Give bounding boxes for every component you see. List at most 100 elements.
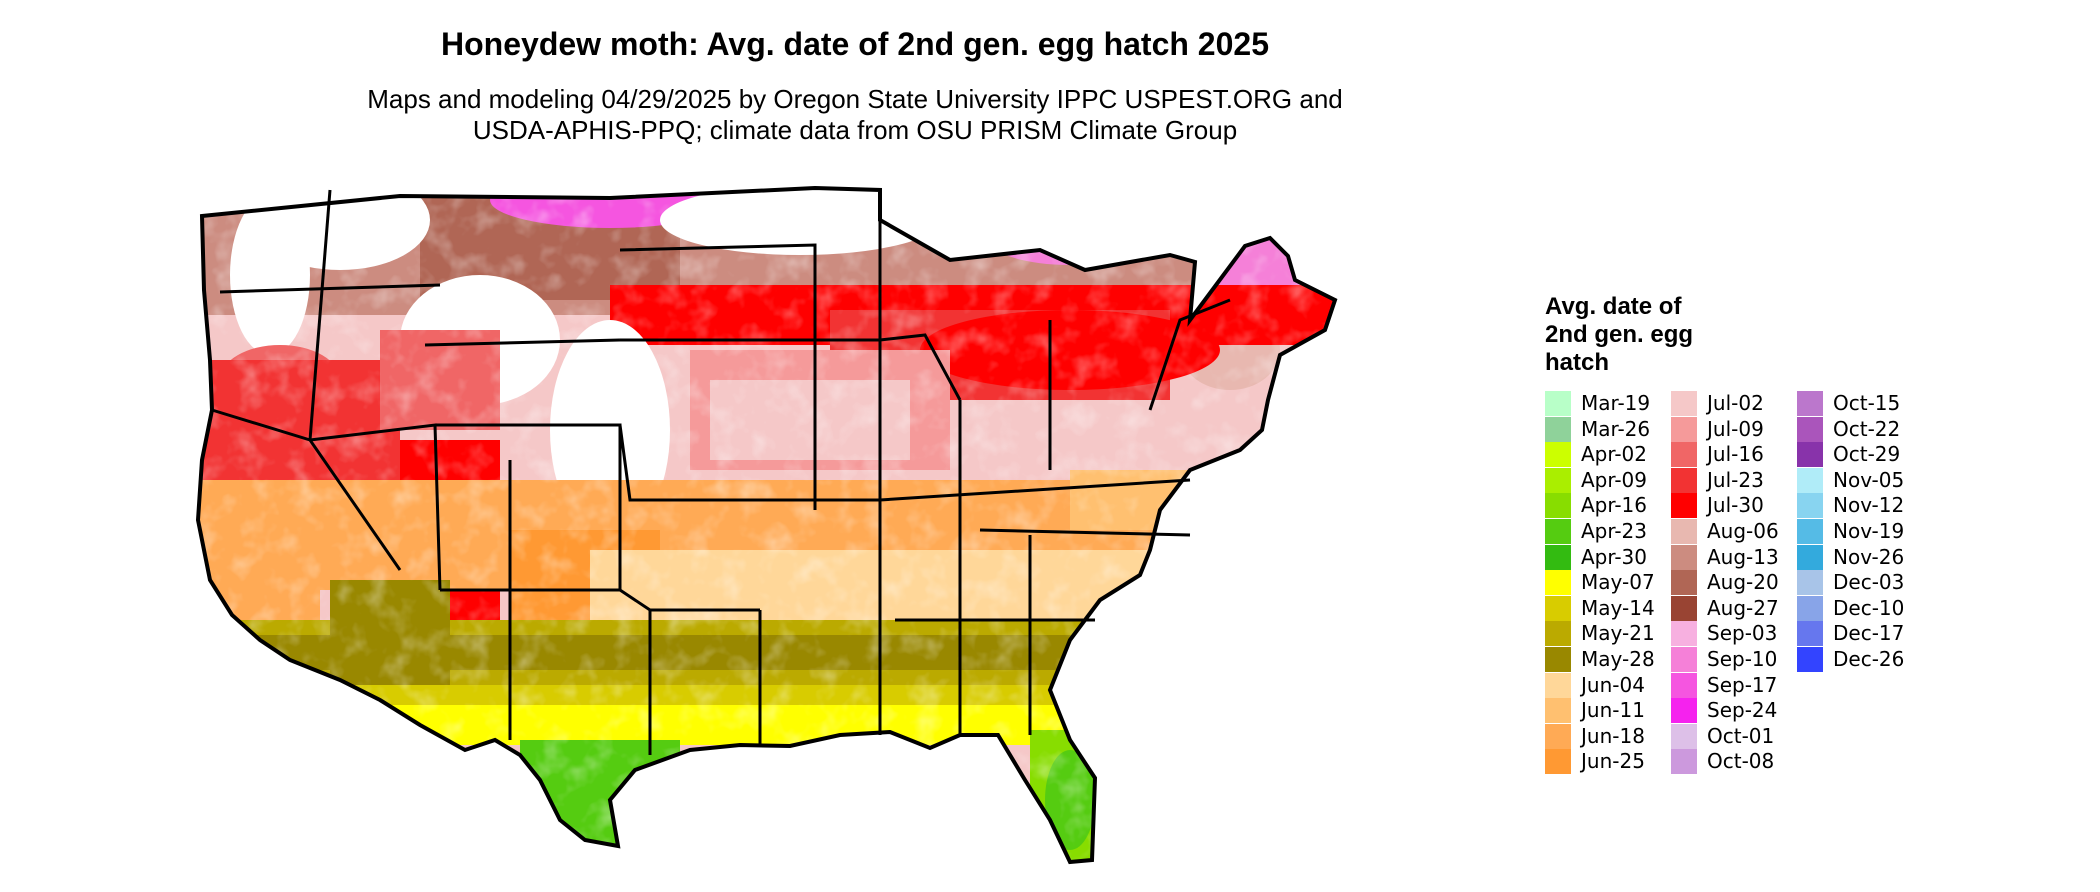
- legend-label: Dec-03: [1833, 570, 1905, 595]
- legend-item: Jun-18: [1545, 723, 1675, 749]
- legend-item: Sep-10: [1671, 646, 1801, 672]
- legend-label: Aug-27: [1707, 595, 1779, 620]
- legend-swatch: [1797, 544, 1823, 570]
- legend-swatch: [1797, 467, 1823, 493]
- legend-label: Apr-16: [1581, 493, 1647, 518]
- legend-item: Apr-09: [1545, 467, 1675, 493]
- map-subtitle: Maps and modeling 04/29/2025 by Oregon S…: [310, 84, 1400, 146]
- legend-item: Jul-16: [1671, 441, 1801, 468]
- legend-title-line: 2nd gen. egg: [1545, 321, 1694, 348]
- legend-item: Nov-12: [1797, 492, 1927, 519]
- legend-item: May-28: [1545, 646, 1675, 672]
- legend-swatch: [1671, 698, 1697, 724]
- legend-item: Apr-23: [1545, 518, 1675, 544]
- legend-swatch: [1797, 416, 1823, 442]
- legend-swatch: [1671, 647, 1697, 672]
- legend-label: Aug-13: [1707, 544, 1779, 569]
- subtitle-line-1: Maps and modeling 04/29/2025 by Oregon S…: [367, 84, 1343, 114]
- legend-swatch: [1545, 723, 1571, 749]
- legend-item: Jul-30: [1671, 492, 1801, 519]
- legend-item: Sep-24: [1671, 697, 1801, 724]
- legend-label: Apr-02: [1581, 442, 1647, 467]
- legend-swatch: [1545, 595, 1571, 621]
- legend-swatch: [1797, 493, 1823, 519]
- legend-swatch: [1797, 621, 1823, 647]
- legend-label: Apr-09: [1581, 467, 1647, 492]
- legend-swatch: [1797, 647, 1823, 672]
- legend-item: Oct-15: [1797, 390, 1927, 416]
- legend-label: Jun-11: [1581, 698, 1645, 723]
- legend-label: Jul-16: [1707, 442, 1764, 467]
- legend-item: Dec-26: [1797, 646, 1927, 672]
- legend-item: Jul-09: [1671, 416, 1801, 442]
- legend-label: Apr-23: [1581, 519, 1647, 543]
- legend-label: Dec-17: [1833, 621, 1905, 646]
- legend-swatch: [1545, 416, 1571, 442]
- legend-label: May-21: [1581, 621, 1655, 646]
- legend-swatch: [1545, 442, 1571, 468]
- legend-swatch: [1671, 519, 1697, 544]
- legend-item: Dec-10: [1797, 595, 1927, 621]
- legend-label: May-07: [1581, 570, 1655, 595]
- legend-label: Jul-23: [1707, 467, 1764, 492]
- legend-label: Dec-10: [1833, 595, 1905, 620]
- legend-swatch: [1545, 391, 1571, 416]
- legend-label: Jul-30: [1707, 493, 1764, 518]
- legend-swatch: [1671, 749, 1697, 775]
- legend-item: Dec-17: [1797, 620, 1927, 647]
- legend-label: Apr-30: [1581, 544, 1647, 569]
- subtitle-line-2: USDA-APHIS-PPQ; climate data from OSU PR…: [472, 115, 1238, 145]
- legend-swatch: [1545, 749, 1571, 775]
- legend-item: Aug-27: [1671, 595, 1801, 621]
- legend-swatch: [1671, 493, 1697, 519]
- legend-item: Jul-23: [1671, 467, 1801, 493]
- legend-label: Aug-06: [1707, 519, 1779, 543]
- legend-label: Jun-18: [1581, 723, 1645, 748]
- map-title: Honeydew moth: Avg. date of 2nd gen. egg…: [441, 26, 1269, 62]
- legend-swatch: [1545, 544, 1571, 570]
- legend-swatch: [1545, 467, 1571, 493]
- legend-swatch: [1797, 595, 1823, 621]
- legend-item: Sep-03: [1671, 620, 1801, 647]
- legend-swatch: [1671, 723, 1697, 749]
- legend-label: Jun-04: [1581, 672, 1645, 697]
- legend-swatch: [1545, 570, 1571, 596]
- state-borders: [211, 189, 1231, 755]
- legend-item: May-21: [1545, 620, 1675, 647]
- legend-label: Nov-19: [1833, 519, 1905, 543]
- legend-swatch: [1671, 442, 1697, 468]
- legend-label: Sep-17: [1707, 672, 1778, 697]
- legend-label: Sep-03: [1707, 621, 1778, 646]
- legend-item: Dec-03: [1797, 569, 1927, 596]
- legend-swatch: [1671, 544, 1697, 570]
- legend-label: Jul-02: [1707, 391, 1764, 415]
- legend-swatch: [1671, 467, 1697, 493]
- legend-label: Mar-26: [1581, 416, 1651, 441]
- legend-label: Oct-15: [1833, 391, 1901, 415]
- legend-swatch: [1671, 595, 1697, 621]
- legend-swatch: [1671, 391, 1697, 416]
- legend-item: Apr-30: [1545, 544, 1675, 570]
- legend-title-line: hatch: [1545, 349, 1610, 376]
- legend-swatch: [1671, 570, 1697, 596]
- legend-item: Mar-19: [1545, 390, 1675, 416]
- legend-item: Jun-11: [1545, 697, 1675, 724]
- legend-label: Oct-29: [1833, 442, 1901, 467]
- legend-label: Jun-25: [1581, 749, 1645, 774]
- legend-swatch: [1671, 416, 1697, 442]
- legend-swatch: [1671, 621, 1697, 647]
- legend-label: Dec-26: [1833, 647, 1905, 671]
- legend-label: Nov-12: [1833, 493, 1905, 518]
- legend-item: Apr-02: [1545, 441, 1675, 468]
- legend-label: Mar-19: [1581, 391, 1651, 415]
- legend-label: May-28: [1581, 647, 1655, 671]
- legend-item: May-07: [1545, 569, 1675, 596]
- legend-item: Mar-26: [1545, 416, 1675, 442]
- legend-label: Nov-26: [1833, 544, 1905, 569]
- legend-label: Oct-01: [1707, 723, 1775, 748]
- legend-item: May-14: [1545, 595, 1675, 621]
- legend-item: Sep-17: [1671, 672, 1801, 698]
- legend-item: Nov-26: [1797, 544, 1927, 570]
- us-hatch-date-map: [196, 186, 1337, 864]
- legend-item: Oct-08: [1671, 748, 1801, 775]
